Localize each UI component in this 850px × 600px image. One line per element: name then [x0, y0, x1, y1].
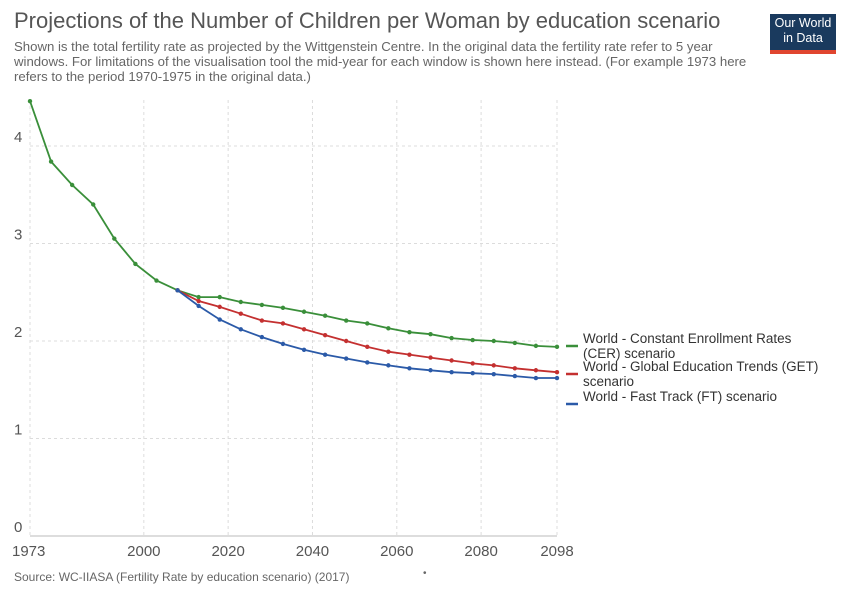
data-point[interactable]	[238, 327, 243, 332]
data-point[interactable]	[533, 375, 539, 381]
data-point[interactable]	[449, 370, 454, 375]
data-point[interactable]	[69, 182, 75, 188]
data-point[interactable]	[238, 299, 243, 305]
data-point[interactable]	[154, 278, 159, 283]
logo-line-1: Our World	[774, 16, 832, 30]
data-point[interactable]	[259, 302, 265, 308]
x-tick-label: 2060	[380, 543, 413, 560]
data-point[interactable]	[301, 327, 307, 332]
data-point[interactable]	[512, 340, 518, 346]
footer-dot: •	[423, 568, 427, 579]
data-point[interactable]	[365, 344, 370, 350]
data-point[interactable]	[491, 338, 496, 344]
x-tick-label: 2098	[540, 543, 573, 560]
series-line-1[interactable]	[29, 100, 558, 348]
logo-line-2: in Data	[783, 31, 823, 45]
legend-label[interactable]: World - Constant Enrollment Rates	[583, 331, 792, 346]
data-point[interactable]	[386, 363, 391, 368]
data-point[interactable]	[112, 236, 117, 241]
legend-label[interactable]: World - Fast Track (FT) scenario	[583, 389, 777, 404]
data-point[interactable]	[259, 334, 265, 340]
data-point[interactable]	[470, 370, 475, 376]
data-point[interactable]	[470, 337, 475, 343]
data-point[interactable]	[449, 358, 454, 363]
data-point[interactable]	[554, 375, 560, 381]
data-point[interactable]	[386, 349, 391, 354]
source-note: Source: WC-IIASA (Fertility Rate by educ…	[14, 570, 350, 584]
data-point[interactable]	[280, 341, 286, 347]
data-point[interactable]	[407, 330, 412, 335]
data-point[interactable]	[301, 309, 307, 314]
data-point[interactable]	[491, 371, 496, 377]
y-tick-label: 1	[14, 422, 22, 439]
data-point[interactable]	[280, 321, 286, 326]
series-group	[27, 98, 560, 381]
data-point[interactable]	[322, 352, 328, 357]
data-point[interactable]	[91, 202, 96, 207]
data-point[interactable]	[428, 368, 433, 373]
data-point[interactable]	[322, 332, 328, 338]
data-point[interactable]	[554, 344, 560, 350]
x-tick-label: 2000	[127, 543, 160, 560]
y-tick-label: 3	[14, 227, 22, 244]
data-point[interactable]	[512, 366, 518, 371]
data-point[interactable]	[344, 338, 349, 344]
data-point[interactable]	[217, 304, 222, 310]
data-point[interactable]	[365, 321, 370, 326]
legend-label-cont[interactable]: scenario	[583, 374, 634, 389]
data-point[interactable]	[133, 261, 138, 267]
data-point[interactable]	[238, 311, 243, 316]
data-point[interactable]	[491, 363, 496, 368]
axis-tick-labels: 0 1 2 3 4 1973 2000 2020 2040 2060 2080 2098	[12, 129, 574, 560]
data-point[interactable]	[344, 356, 349, 361]
data-point[interactable]	[533, 368, 539, 373]
grid-lines	[29, 100, 558, 537]
x-tick-label: 2080	[464, 543, 497, 560]
data-point[interactable]	[554, 370, 560, 375]
data-point[interactable]	[175, 288, 180, 293]
data-point[interactable]	[428, 355, 433, 360]
data-point[interactable]	[344, 318, 349, 323]
data-point[interactable]	[512, 373, 518, 379]
data-point[interactable]	[449, 335, 454, 341]
y-tick-label: 0	[14, 519, 22, 536]
logo-accent-bar	[770, 50, 836, 54]
data-point[interactable]	[280, 305, 286, 311]
data-point[interactable]	[428, 331, 433, 337]
data-point[interactable]	[386, 326, 391, 331]
x-tick-label: 2020	[211, 543, 244, 560]
data-point[interactable]	[27, 98, 33, 104]
chart-subtitle: Shown is the total fertility rate as pro…	[14, 39, 747, 84]
y-tick-label: 2	[14, 324, 22, 341]
data-point[interactable]	[470, 361, 475, 366]
data-point[interactable]	[196, 303, 201, 309]
data-point[interactable]	[407, 352, 412, 357]
x-tick-label: 2040	[296, 543, 329, 560]
data-point[interactable]	[322, 313, 328, 318]
legend-label[interactable]: World - Global Education Trends (GET)	[583, 359, 818, 374]
legend: World - Constant Enrollment Rates(CER) s…	[566, 331, 818, 406]
data-point[interactable]	[365, 360, 370, 365]
data-point[interactable]	[533, 343, 539, 349]
chart-title: Projections of the Number of Children pe…	[14, 8, 721, 33]
owid-logo[interactable]: Our World in Data	[770, 14, 836, 54]
series-line-2[interactable]	[177, 289, 558, 374]
data-point[interactable]	[48, 159, 54, 164]
data-point[interactable]	[196, 294, 201, 300]
data-point[interactable]	[196, 298, 201, 304]
x-tick-label: 1973	[12, 543, 45, 560]
data-point[interactable]	[217, 294, 222, 300]
data-point[interactable]	[259, 318, 265, 323]
legend-label-cont[interactable]: (CER) scenario	[583, 346, 675, 361]
data-point[interactable]	[301, 347, 307, 352]
data-point[interactable]	[407, 366, 412, 371]
y-tick-label: 4	[14, 129, 22, 146]
series-line-3[interactable]	[177, 289, 557, 379]
data-point[interactable]	[217, 317, 222, 322]
